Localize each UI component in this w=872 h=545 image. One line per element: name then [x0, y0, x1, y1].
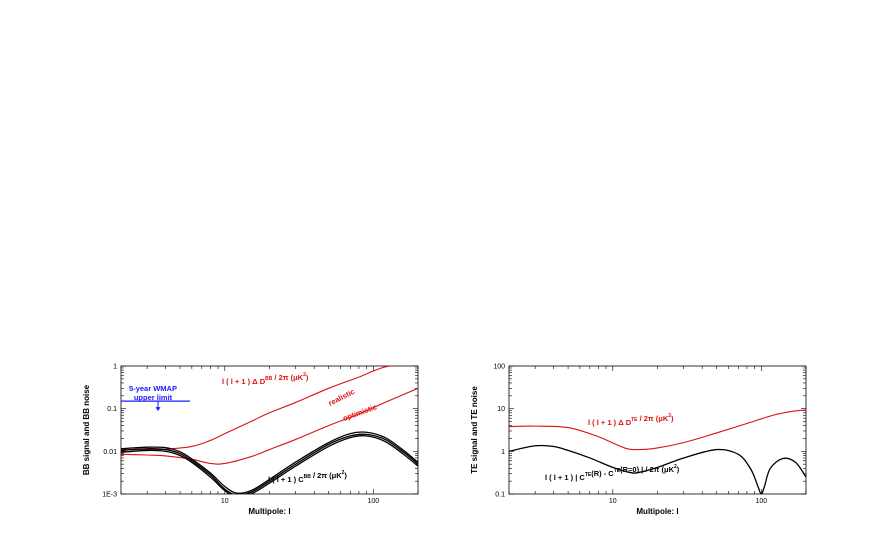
chart-bb: 10 100 1E-3 0.01 0.1 1 Multipole: l BB signal a…	[82, 364, 419, 516]
wmap-label-line1: 5-year WMAP	[129, 384, 177, 393]
series-line-optimistic	[121, 387, 418, 465]
chart-te: 10 100 0.1 1 10 100 Multipole: l TE signal and …	[470, 364, 807, 516]
y-axis-title: TE signal and TE noise	[470, 386, 479, 474]
series-group	[509, 409, 806, 494]
noise-formula: l ( l + 1 ) Δ DBB / 2π (μK2)	[222, 372, 309, 386]
y-tick-label: 0.01	[103, 449, 117, 456]
noise-formula-te: l ( l + 1 ) Δ DTE / 2π (μK2)	[588, 413, 674, 427]
series-line-curve-3	[121, 433, 418, 494]
wmap-arrow-head	[155, 407, 161, 412]
y-tick-label: 1	[113, 364, 117, 371]
series-line-curve-0	[509, 409, 806, 451]
y-tick-label: 10	[497, 406, 505, 413]
signal-formula: l ( l + 1 ) CBB / 2π (μK2)	[268, 470, 347, 484]
signal-formula-te: l ( l + 1 ) | CTE(R) - CTE(R=0) | / 2π (…	[545, 464, 680, 482]
series-line-curve-1	[509, 444, 806, 494]
y-tick-label: 100	[493, 364, 505, 371]
x-tick-label: 100	[755, 498, 767, 505]
x-tick-label: 10	[609, 498, 617, 505]
x-tick-label: 10	[221, 498, 229, 505]
series-line-curve-4	[121, 431, 418, 494]
y-tick-label: 0.1	[107, 406, 117, 413]
series-line-curve-2	[121, 434, 418, 494]
y-axis-title: BB signal and BB noise	[82, 384, 91, 475]
x-axis-title: Multipole: l	[636, 507, 678, 516]
x-axis-title: Multipole: l	[248, 507, 290, 516]
label-optimistic: optimistic	[342, 402, 378, 423]
series-group	[121, 366, 418, 494]
y-tick-label: 1	[501, 449, 505, 456]
wmap-label-line2: upper limit	[134, 393, 173, 402]
x-tick-label: 100	[367, 498, 379, 505]
y-tick-label: 0.1	[495, 492, 505, 499]
label-realistic: realistic	[327, 387, 356, 408]
y-tick-label: 1E-3	[102, 492, 117, 499]
